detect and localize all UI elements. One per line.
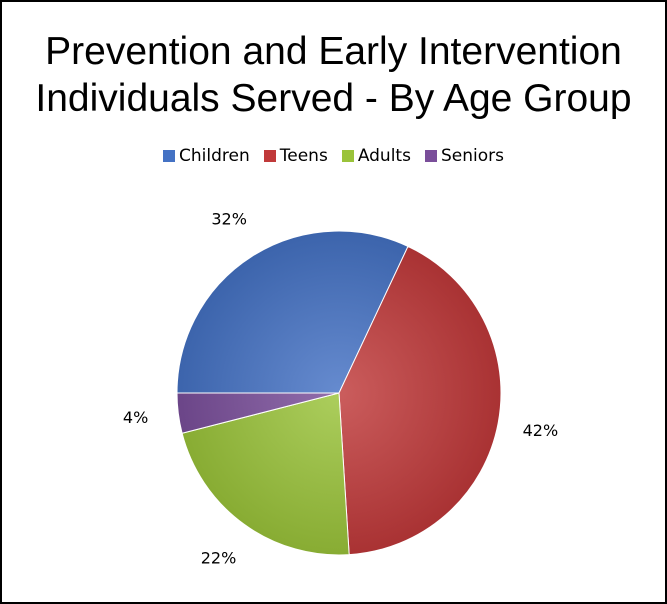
pie-slice-children	[176, 230, 409, 394]
pie-labels: 32% 42% 22% 4%	[123, 209, 558, 567]
pie-slice-seniors	[176, 392, 340, 434]
chart-title-line-1: Prevention and Early Intervention	[45, 30, 622, 73]
legend-label-children: Children	[179, 146, 250, 166]
legend-item-children: Children	[163, 146, 250, 166]
legend-label-adults: Adults	[357, 146, 411, 166]
data-label-adults: 22%	[201, 548, 237, 567]
legend-swatch-children	[163, 150, 176, 162]
data-label-seniors: 4%	[123, 408, 148, 427]
legend-label-seniors: Seniors	[440, 146, 504, 166]
data-label-teens: 42%	[523, 421, 559, 440]
data-label-children: 32%	[211, 209, 247, 228]
chart-title-line-2: Individuals Served - By Age Group	[35, 77, 632, 120]
legend-swatch-teens	[263, 150, 276, 162]
chart-legend: Children Teens Adults Seniors	[2, 145, 665, 167]
pie-slice-teens	[338, 245, 502, 556]
legend-swatch-seniors	[424, 150, 437, 162]
chart-title: Prevention and Early Intervention Indivi…	[12, 28, 655, 122]
legend-item-teens: Teens	[263, 146, 328, 166]
legend-swatch-adults	[341, 150, 354, 162]
legend-item-seniors: Seniors	[424, 146, 504, 166]
pie-slices	[176, 230, 502, 556]
pie-slice-adults	[181, 392, 350, 556]
legend-label-teens: Teens	[279, 146, 328, 166]
legend-item-adults: Adults	[341, 146, 411, 166]
